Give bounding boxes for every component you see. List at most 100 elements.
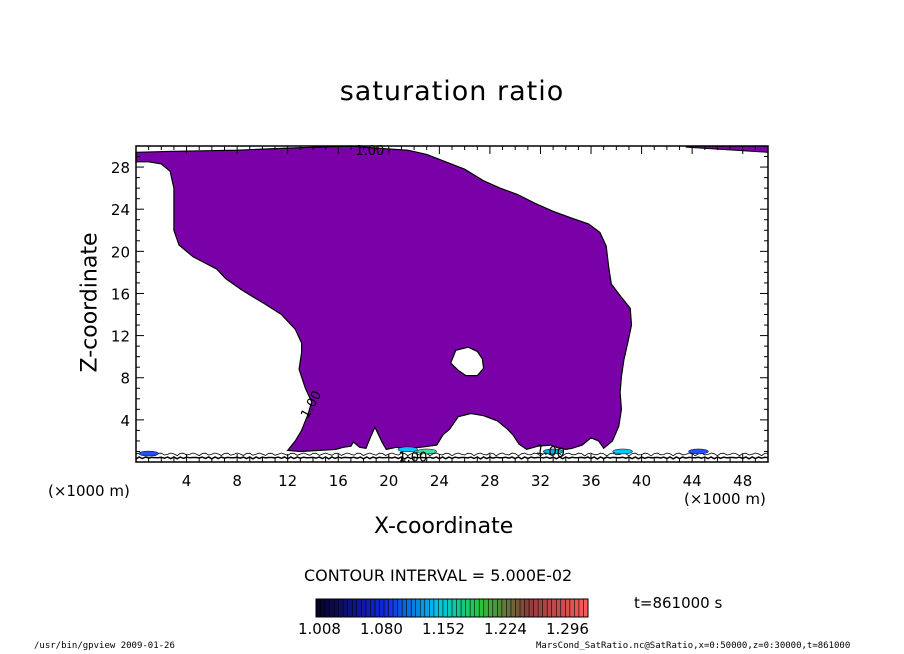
x-tick-label: 16 (329, 472, 348, 490)
colorbar-segment (492, 599, 498, 617)
y-tick-label: 16 (111, 285, 130, 303)
x-tick-label: 40 (632, 472, 651, 490)
colorbar-segment (547, 599, 553, 617)
colorbar-segment (583, 599, 589, 617)
x-axis-label: X-coordinate (374, 514, 514, 539)
saturation-region (135, 145, 769, 453)
colorbar-segment (347, 599, 353, 617)
colorbar-segment (479, 599, 485, 617)
colorbar-segment (397, 599, 403, 617)
colorbar-segment (578, 599, 584, 617)
colorbar-segment (452, 599, 458, 617)
y-tick-label: 24 (111, 201, 130, 219)
colorbar-segment (365, 599, 371, 617)
colorbar-segment (325, 599, 331, 617)
x-tick-label: 8 (232, 472, 242, 490)
colorbar-segment (551, 599, 557, 617)
colorbar-segment (574, 599, 580, 617)
x-unit-left: (×1000 m) (48, 482, 130, 500)
contour-interval-label: CONTOUR INTERVAL = 5.000E-02 (304, 566, 573, 585)
y-tick-label: 20 (111, 243, 130, 261)
colorbar-segment (524, 599, 530, 617)
surface-blob (138, 450, 159, 457)
colorbar-segment (316, 599, 322, 617)
colorbar-segment (320, 599, 326, 617)
colorbar-segment (470, 599, 476, 617)
y-tick-label: 4 (120, 412, 130, 430)
surface-blob (542, 448, 564, 455)
colorbar-segment (334, 599, 340, 617)
surface-contours (135, 446, 769, 460)
x-tick-label: 24 (430, 472, 449, 490)
colorbar-tick-label: 1.080 (360, 620, 403, 638)
colorbar-tick-label: 1.296 (546, 620, 589, 638)
y-axis-label: Z-coordinate (77, 232, 103, 373)
colorbar-segment (420, 599, 426, 617)
colorbar-segment (560, 599, 566, 617)
colorbar-segment (393, 599, 399, 617)
colorbar-segment (429, 599, 435, 617)
x-unit-right: (×1000 m) (684, 490, 766, 508)
x-tick-label: 48 (733, 472, 752, 490)
x-tick-label: 36 (581, 472, 600, 490)
colorbar-segment (388, 599, 394, 617)
colorbar-tick-label: 1.152 (422, 620, 465, 638)
colorbar-segment (424, 599, 430, 617)
x-tick-label: 32 (531, 472, 550, 490)
colorbar-segment (361, 599, 367, 617)
colorbar-segment (456, 599, 462, 617)
colorbar-segment (338, 599, 344, 617)
colorbar-tick-label: 1.224 (484, 620, 527, 638)
colorbar-segment (542, 599, 548, 617)
colorbar-segment (474, 599, 480, 617)
source-label: MarsCond_SatRatio.nc@SatRatio,x=0:50000,… (536, 641, 851, 651)
colorbar-segment (533, 599, 539, 617)
colorbar (315, 598, 589, 618)
colorbar-segment (506, 599, 512, 617)
x-tick-label: 4 (182, 472, 192, 490)
colorbar-segment (433, 599, 439, 617)
colorbar-segment (329, 599, 335, 617)
chart-title: saturation ratio (339, 76, 565, 107)
x-tick-label: 44 (683, 472, 702, 490)
y-tick-label: 8 (120, 370, 130, 388)
colorbar-segment (356, 599, 362, 617)
colorbar-segment (461, 599, 467, 617)
contour-labels: 1.001.001.001.00 (298, 144, 565, 466)
colorbar-segment (565, 599, 571, 617)
colorbar-segment (379, 599, 385, 617)
colorbar-segment (515, 599, 521, 617)
surface-blob (612, 448, 633, 455)
colorbar-segment (402, 599, 408, 617)
contour-label: 1.00 (535, 442, 566, 461)
x-tick-label: 28 (480, 472, 499, 490)
colorbar-segment (538, 599, 544, 617)
x-axis: 4 8 12 16 20 24 28 32 36 40 44 48 (148, 146, 756, 490)
time-label: t=861000 s (634, 594, 723, 612)
colorbar-segment (384, 599, 390, 617)
colorbar-segment (529, 599, 535, 617)
colorbar-segment (465, 599, 471, 617)
surface-blob (688, 448, 709, 455)
y-axis: 4 8 12 16 20 24 28 (111, 156, 768, 452)
colorbar-segment (406, 599, 412, 617)
colorbar-tick-label: 1.008 (298, 620, 341, 638)
colorbar-segment (520, 599, 526, 617)
colorbar-segment (483, 599, 489, 617)
x-tick-label: 12 (278, 472, 297, 490)
colorbar-segment (556, 599, 562, 617)
saturation-region-main (135, 145, 633, 453)
contour-label: 1.00 (398, 451, 427, 466)
colorbar-segment (497, 599, 503, 617)
x-tick-label: 20 (379, 472, 398, 490)
surface-blob (397, 446, 419, 453)
colorbar-frame (315, 598, 589, 618)
contour-label: 1.00 (355, 144, 384, 159)
colorbar-segment (415, 599, 421, 617)
program-label: /usr/bin/gpview 2009-01-26 (34, 641, 175, 651)
colorbar-segment (442, 599, 448, 617)
colorbar-segment (343, 599, 349, 617)
surface-contour-line (135, 452, 769, 457)
colorbar-segment (447, 599, 453, 617)
